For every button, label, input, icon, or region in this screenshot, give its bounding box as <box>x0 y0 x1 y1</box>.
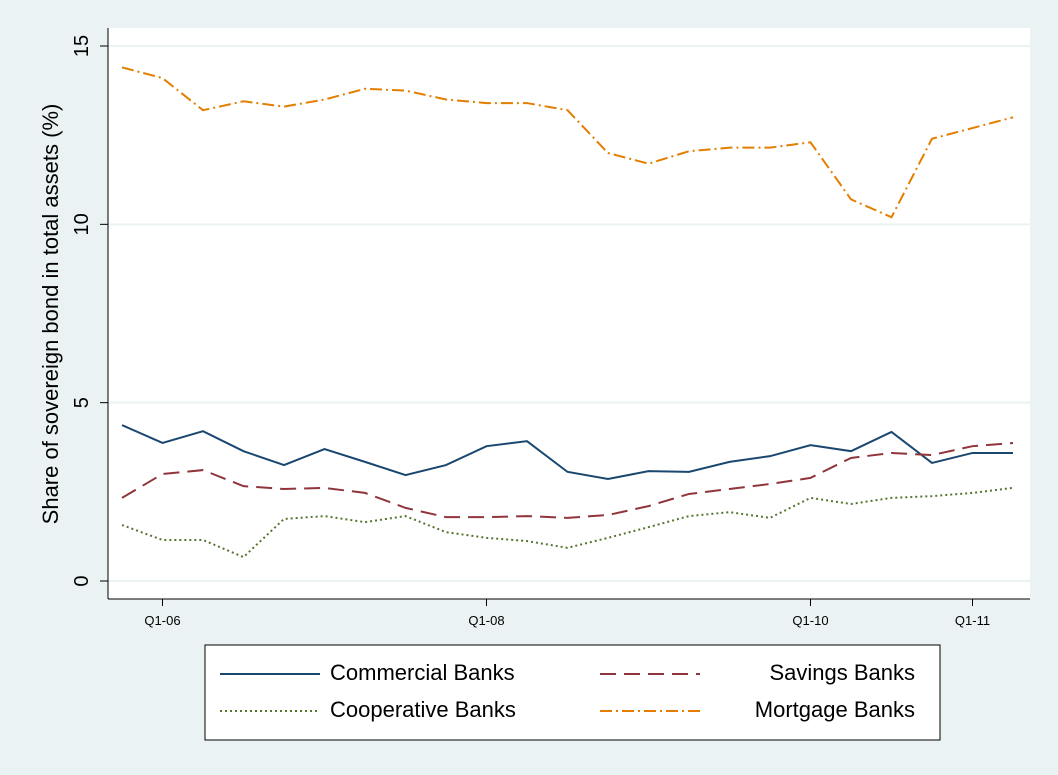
y-tick-label: 15 <box>71 35 93 57</box>
line-series <box>121 486 1014 559</box>
x-tick-label: Q1-11 <box>955 613 990 628</box>
x-tick-label: Q1-06 <box>144 613 180 628</box>
legend-label: Cooperative Banks <box>330 697 516 722</box>
legend-label: Savings Banks <box>769 660 915 685</box>
y-tick-label: 0 <box>71 575 93 586</box>
line-series <box>121 424 1013 481</box>
x-tick-label: Q1-08 <box>468 613 504 628</box>
legend <box>204 644 941 741</box>
x-tick-label: Q1-10 <box>792 613 828 628</box>
line-series <box>121 66 1014 219</box>
y-tick-label: 5 <box>71 397 93 408</box>
y-axis-title: Share of sovereign bond in total assets … <box>38 104 63 525</box>
plot-area <box>108 28 1030 599</box>
legend-label: Mortgage Banks <box>755 697 915 722</box>
y-tick-label: 10 <box>71 213 93 235</box>
legend-label: Commercial Banks <box>330 660 515 685</box>
line-series <box>121 441 1014 519</box>
